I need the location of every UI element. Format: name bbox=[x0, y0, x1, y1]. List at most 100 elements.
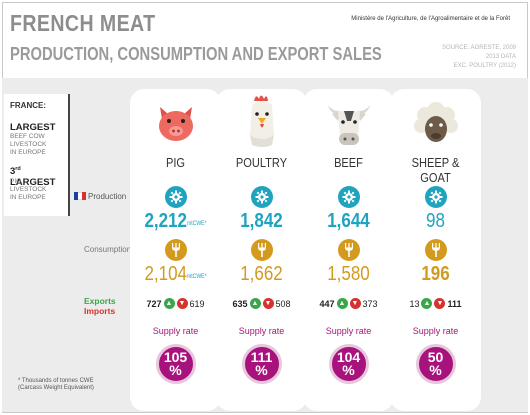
arrow-up-icon: ▲ bbox=[163, 298, 175, 309]
production-value: 2,212mtCWE* bbox=[137, 210, 214, 233]
footnote-line: (Carcass Weight Equivalent) bbox=[18, 385, 94, 391]
cow-icon bbox=[324, 99, 374, 147]
meat-column: BEEF 1,644 1,580 447 ▲ ▼ 373 Supply rate 104% bbox=[303, 89, 394, 411]
rooster-icon bbox=[237, 93, 287, 147]
fact1-line: IN EUROPE bbox=[10, 149, 46, 156]
page-title: FRENCH MEAT bbox=[10, 10, 156, 36]
exports-value: 727 bbox=[146, 298, 162, 309]
consumption-value: 2,104mtCWE* bbox=[137, 263, 214, 286]
imports-value: 619 bbox=[189, 298, 205, 309]
source-line: EXC. POULTRY (2012) bbox=[453, 63, 516, 69]
arrow-up-icon: ▲ bbox=[421, 298, 433, 309]
percent-sign: % bbox=[169, 362, 182, 378]
arrow-down-icon: ▼ bbox=[434, 298, 446, 309]
sheep-icon bbox=[411, 99, 461, 147]
supply-rate-label: Supply rate bbox=[152, 326, 199, 336]
fact2-word: LARGEST bbox=[10, 177, 56, 189]
source-line: 2013 DATA bbox=[485, 54, 516, 60]
production-number: 98 bbox=[426, 210, 445, 232]
supply-rate-badge: 50% bbox=[415, 344, 456, 384]
consumption-number: 2,104 bbox=[144, 263, 188, 285]
fact2-line: LIVESTOCK bbox=[10, 186, 47, 193]
footnote: * Thousands of tonnes CWE (Carcass Weigh… bbox=[18, 378, 94, 392]
consumption-label: Consumption bbox=[84, 245, 132, 254]
source-note: SOURCE: AGRESTE, 2009 2013 DATA EXC. POU… bbox=[442, 44, 516, 71]
supply-rate-value: 111 bbox=[250, 349, 273, 365]
arrow-up-icon: ▲ bbox=[336, 298, 348, 309]
exports-value: 635 bbox=[232, 298, 248, 309]
exports-value: 447 bbox=[319, 298, 335, 309]
supply-rate-label: Supply rate bbox=[412, 326, 459, 336]
unit-label: mtCWE* bbox=[187, 221, 207, 227]
supply-rate-label: Supply rate bbox=[325, 326, 372, 336]
supply-rate-value: 50 bbox=[427, 349, 444, 365]
fork-icon bbox=[337, 239, 360, 261]
page-subtitle: PRODUCTION, CONSUMPTION AND EXPORT SALES bbox=[10, 44, 382, 64]
column-name: POULTRY bbox=[235, 155, 288, 170]
trade-row: 635 ▲ ▼ 508 bbox=[216, 298, 307, 309]
trade-row: 727 ▲ ▼ 619 bbox=[130, 298, 221, 309]
consumption-value: 196 bbox=[397, 263, 474, 286]
meat-column: PIG 2,212mtCWE* 2,104mtCWE* 727 ▲ ▼ 619 Supply … bbox=[130, 89, 221, 411]
gear-icon bbox=[424, 186, 447, 208]
fork-icon bbox=[250, 239, 273, 261]
fact2-sup: rd bbox=[15, 166, 21, 172]
unit-label: mtCWE* bbox=[187, 274, 207, 280]
arrow-down-icon: ▼ bbox=[349, 298, 361, 309]
fact1-title: LARGEST bbox=[10, 122, 56, 133]
fact1-line: LIVESTOCK bbox=[10, 141, 47, 148]
production-number: 1,842 bbox=[240, 210, 283, 232]
imports-value: 111 bbox=[447, 298, 462, 309]
consumption-number: 1,580 bbox=[327, 263, 370, 285]
fork-icon bbox=[424, 239, 447, 261]
fact2-line: PIG bbox=[10, 178, 22, 185]
supply-rate-badge: 111% bbox=[241, 344, 282, 384]
gear-icon bbox=[164, 186, 187, 208]
imports-label: Imports bbox=[84, 306, 116, 316]
column-name: BEEF bbox=[334, 155, 363, 170]
production-value: 98 bbox=[397, 210, 474, 233]
supply-rate-badge: 104% bbox=[328, 344, 369, 384]
arrow-down-icon: ▼ bbox=[262, 298, 274, 309]
meat-column: SHEEP & GOAT 98 196 13 ▲ ▼ 111 Supply rate 50% bbox=[390, 89, 481, 411]
production-number: 2,212 bbox=[144, 210, 188, 232]
consumption-number: 1,662 bbox=[240, 263, 283, 285]
fact2-line: IN EUROPE bbox=[10, 194, 46, 201]
footnote-line: * Thousands of tonnes CWE bbox=[18, 378, 94, 384]
consumption-value: 1,580 bbox=[310, 263, 387, 286]
imports-value: 373 bbox=[362, 298, 378, 309]
french-flag-icon bbox=[74, 192, 86, 200]
arrow-up-icon: ▲ bbox=[249, 298, 261, 309]
fact2-text: PIG LIVESTOCK IN EUROPE bbox=[10, 178, 46, 202]
imports-value: 508 bbox=[275, 298, 291, 309]
production-value: 1,644 bbox=[310, 210, 387, 233]
column-name: PIG bbox=[165, 155, 186, 170]
exports-label: Exports bbox=[84, 296, 116, 306]
fact1-line: BEEF COW bbox=[10, 133, 45, 140]
trade-row: 447 ▲ ▼ 373 bbox=[303, 298, 394, 309]
exports-imports-label: Exports Imports bbox=[84, 296, 116, 316]
fork-icon bbox=[164, 239, 187, 261]
fact2-rank: 3 bbox=[10, 166, 16, 178]
exports-value: 13 bbox=[409, 298, 420, 309]
facts-heading: FRANCE: bbox=[10, 101, 46, 110]
percent-sign: % bbox=[429, 362, 442, 378]
source-line: SOURCE: AGRESTE, 2009 bbox=[441, 45, 516, 51]
gear-icon bbox=[337, 186, 360, 208]
meat-column: POULTRY 1,842 1,662 635 ▲ ▼ 508 Supply rate 111% bbox=[216, 89, 307, 411]
ministry-credit: Ministère de l'Agriculture, de l'Agroali… bbox=[351, 16, 510, 22]
production-number: 1,644 bbox=[327, 210, 370, 232]
supply-rate-value: 105 bbox=[163, 349, 188, 365]
supply-rate-value: 104 bbox=[336, 349, 361, 365]
pig-icon bbox=[151, 99, 201, 147]
production-label: Production bbox=[88, 192, 127, 201]
supply-rate-badge: 105% bbox=[155, 344, 196, 384]
fact1-text: BEEF COW LIVESTOCK IN EUROPE bbox=[10, 133, 46, 157]
trade-row: 13 ▲ ▼ 111 bbox=[390, 298, 481, 309]
arrow-down-icon: ▼ bbox=[176, 298, 188, 309]
gear-icon bbox=[250, 186, 273, 208]
percent-sign: % bbox=[255, 362, 268, 378]
france-facts-box: FRANCE: LARGEST BEEF COW LIVESTOCK IN EU… bbox=[4, 94, 70, 216]
percent-sign: % bbox=[342, 362, 355, 378]
consumption-value: 1,662 bbox=[223, 263, 300, 286]
